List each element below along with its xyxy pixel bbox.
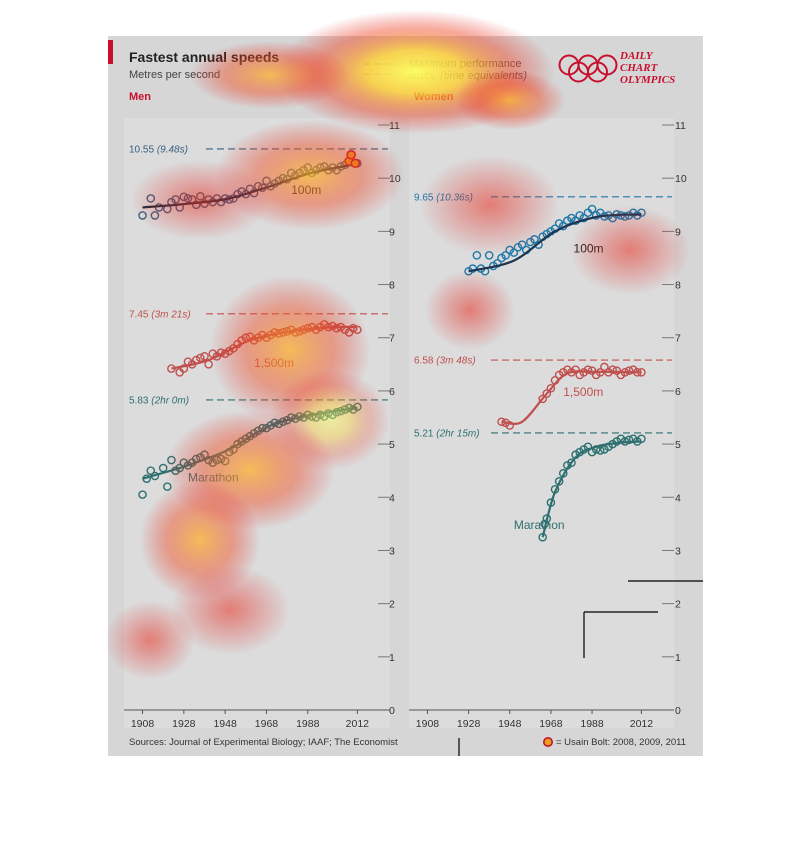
data-point (583, 365, 593, 374)
data-point (600, 362, 609, 372)
reference-label: 5.21 (2hr 15m) (414, 428, 480, 439)
y-tick-label: 0 (675, 705, 681, 717)
y-tick-label: 3 (675, 545, 681, 557)
data-point (624, 435, 634, 445)
x-tick-label: 2012 (346, 718, 370, 730)
data-point (595, 446, 605, 455)
panel-title-men: Men (129, 91, 151, 103)
bolt-note: = Usain Bolt: 2008, 2009, 2011 (556, 737, 687, 748)
reference-label: 5.83 (2hr 0m) (129, 395, 189, 406)
data-point (546, 383, 556, 393)
y-tick-label: 9 (389, 226, 395, 238)
y-tick-label: 7 (389, 333, 395, 345)
data-point (538, 394, 547, 404)
x-tick-label: 1968 (255, 718, 279, 730)
x-tick-label: 1988 (296, 718, 320, 730)
reference-label: 7.45 (3m 21s) (129, 309, 191, 320)
data-point (200, 352, 209, 361)
y-tick-label: 3 (389, 545, 395, 557)
y-tick-label: 6 (389, 386, 395, 398)
reference-label: 6.58 (3m 48s) (414, 356, 476, 367)
y-tick-label: 6 (675, 386, 681, 398)
y-tick-label: 2 (389, 599, 395, 611)
brand-logo-text: DAILY CHART OLYMPICS (620, 50, 675, 86)
x-tick-label: 1908 (416, 718, 440, 730)
y-tick-label: 5 (389, 439, 395, 451)
series-1500m (497, 362, 646, 430)
data-point (542, 389, 552, 398)
reference-label: 10.55 (9.48s) (129, 144, 188, 155)
brand-line-1: DAILY (620, 50, 653, 62)
brand-accent-bar (108, 40, 113, 64)
y-tick-label: 0 (389, 705, 395, 717)
bolt-marker-icon (543, 737, 553, 747)
data-point (505, 421, 515, 430)
y-tick-label: 1 (675, 652, 681, 664)
y-tick-label: 5 (675, 439, 681, 451)
y-tick-label: 1 (389, 652, 395, 664)
data-point (179, 364, 189, 373)
y-tick-label: 11 (675, 120, 686, 132)
data-point (608, 365, 617, 374)
x-tick-label: 1908 (131, 718, 155, 730)
olympic-rings-icon (558, 54, 618, 83)
x-tick-label: 1928 (457, 718, 481, 730)
x-tick-label: 1928 (172, 718, 196, 730)
y-tick-label: 4 (389, 492, 395, 504)
x-tick-label: 2012 (630, 718, 654, 730)
trend-line (541, 440, 642, 538)
series-label: 1,500m (563, 385, 603, 399)
y-tick-label: 8 (389, 280, 395, 292)
y-tick-label: 4 (675, 492, 681, 504)
data-point (571, 365, 580, 374)
y-tick-label: 7 (675, 333, 681, 345)
x-tick-label: 1948 (498, 718, 522, 730)
y-tick-label: 2 (675, 599, 681, 611)
series-marathon (538, 434, 646, 542)
x-tick-label: 1968 (539, 718, 563, 730)
brand-line-2: CHART (620, 62, 658, 74)
trend-line (501, 370, 642, 425)
x-tick-label: 1988 (580, 718, 604, 730)
brand-line-3: OLYMPICS (620, 74, 676, 86)
y-tick-label: 10 (675, 173, 687, 185)
series-label: Marathon (514, 518, 565, 532)
data-point (624, 366, 634, 376)
data-point (146, 466, 156, 475)
x-tick-label: 1948 (213, 718, 237, 730)
data-point (567, 458, 576, 468)
sources-footnote: Sources: Journal of Experimental Biology… (129, 737, 398, 748)
